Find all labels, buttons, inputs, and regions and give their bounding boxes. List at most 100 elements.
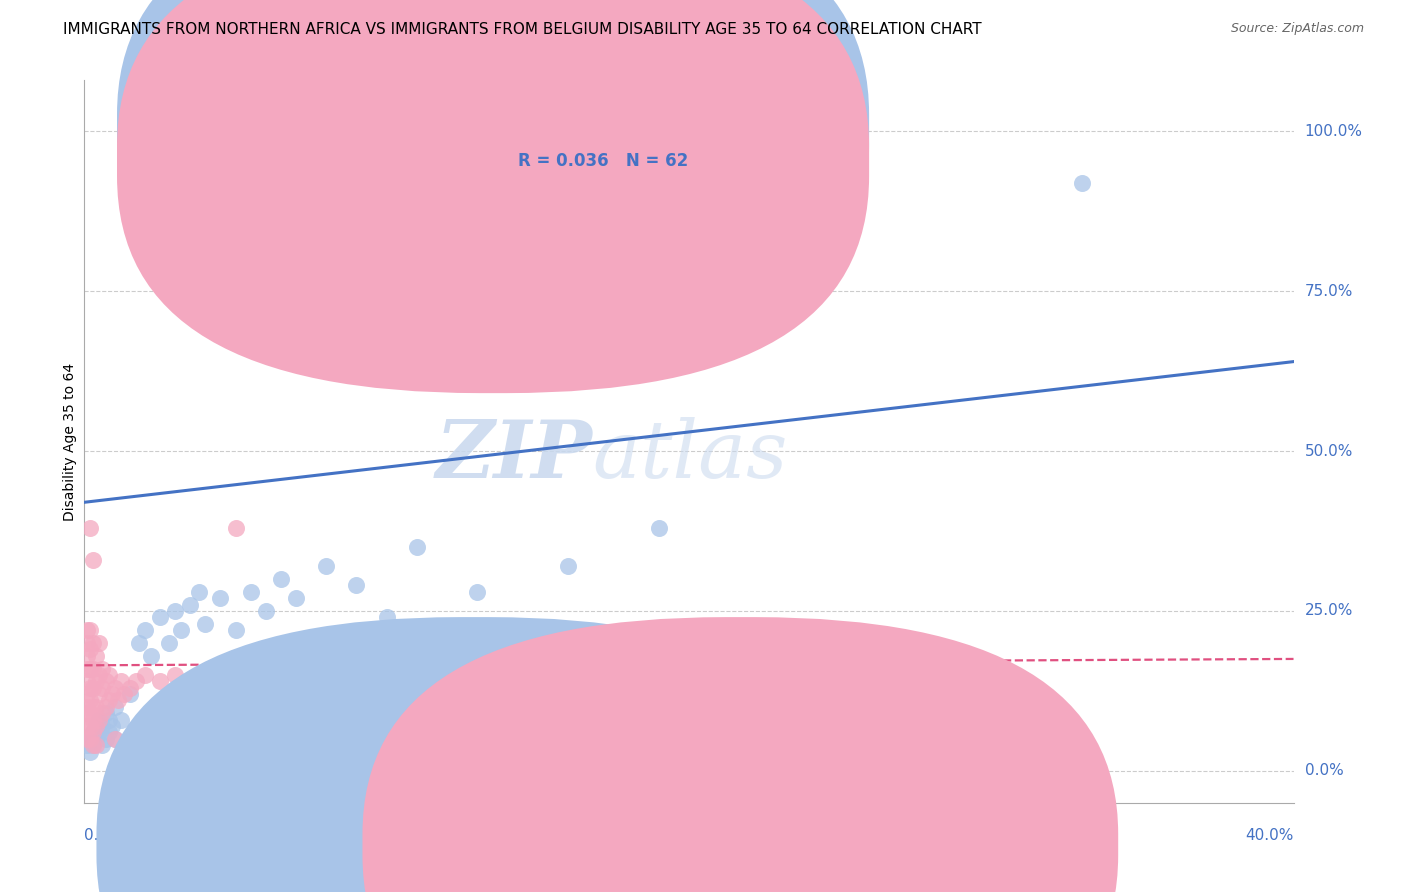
Text: 25.0%: 25.0% (1305, 604, 1353, 618)
Text: Immigrants from Northern Africa: Immigrants from Northern Africa (495, 837, 723, 851)
Point (125, 674, 148, 689)
Point (467, 584, 489, 599)
Point (110, 713, 132, 727)
Point (79, 681, 101, 695)
Point (89, 636, 111, 650)
Point (97, 693, 120, 707)
Point (346, 668, 368, 682)
Text: Immigrants from Belgium: Immigrants from Belgium (762, 837, 939, 851)
Point (89, 713, 111, 727)
Point (104, 681, 127, 695)
Point (91, 681, 114, 695)
Point (104, 699, 127, 714)
Point (76, 661, 98, 675)
Point (346, 578, 368, 592)
Point (76, 731, 98, 746)
Point (76, 706, 98, 721)
Point (82, 553, 104, 567)
Point (165, 668, 187, 682)
Point (89, 713, 111, 727)
FancyBboxPatch shape (117, 0, 869, 393)
Point (79, 693, 101, 707)
Point (157, 636, 180, 650)
Point (82, 636, 104, 650)
Point (107, 693, 129, 707)
Text: atlas: atlas (592, 417, 787, 495)
Point (375, 610, 398, 624)
Point (315, 674, 337, 689)
Point (91, 706, 114, 721)
Point (76, 699, 98, 714)
Point (225, 623, 247, 637)
Text: Source: ZipAtlas.com: Source: ZipAtlas.com (1230, 22, 1364, 36)
Point (170, 623, 193, 637)
Point (82, 699, 104, 714)
Point (97, 725, 120, 739)
Point (76, 636, 98, 650)
Point (94, 731, 117, 746)
Point (254, 604, 277, 618)
Point (79, 731, 101, 746)
Point (179, 681, 201, 695)
Point (86, 648, 108, 663)
Point (82, 738, 104, 752)
Point (94, 674, 117, 689)
Point (557, 559, 579, 574)
Text: R = 0.776   N = 44: R = 0.776 N = 44 (519, 120, 689, 138)
Point (76, 719, 98, 733)
Text: IMMIGRANTS FROM NORTHERN AFRICA VS IMMIGRANTS FROM BELGIUM DISABILITY AGE 35 TO : IMMIGRANTS FROM NORTHERN AFRICA VS IMMIG… (63, 22, 981, 37)
Point (100, 687, 122, 701)
Point (79, 623, 101, 637)
Text: 100.0%: 100.0% (1305, 124, 1362, 139)
Point (149, 674, 172, 689)
Point (648, 521, 671, 535)
Text: 0.0%: 0.0% (1305, 764, 1343, 779)
Point (94, 706, 117, 721)
Point (406, 540, 429, 554)
Point (134, 623, 156, 637)
Point (82, 725, 104, 739)
Point (139, 648, 162, 663)
Point (79, 661, 101, 675)
Text: 0.0%: 0.0% (84, 828, 124, 843)
Point (86, 738, 108, 752)
Point (89, 725, 111, 739)
Point (82, 738, 104, 752)
Y-axis label: Disability Age 35 to 64: Disability Age 35 to 64 (63, 362, 77, 521)
Point (194, 674, 217, 689)
Point (79, 706, 101, 721)
Point (315, 559, 337, 574)
FancyBboxPatch shape (117, 0, 869, 361)
Point (86, 719, 108, 733)
Point (82, 661, 104, 675)
Text: ZIP: ZIP (436, 417, 592, 495)
Point (1071, 176, 1094, 190)
Point (86, 731, 108, 746)
Point (76, 674, 98, 689)
Point (76, 687, 98, 701)
FancyBboxPatch shape (453, 95, 792, 193)
FancyBboxPatch shape (97, 617, 852, 892)
Text: 50.0%: 50.0% (1305, 443, 1353, 458)
Text: 75.0%: 75.0% (1305, 284, 1353, 299)
Point (188, 584, 211, 599)
Point (76, 648, 98, 663)
Text: 40.0%: 40.0% (1246, 828, 1294, 843)
Point (104, 731, 127, 746)
Point (79, 745, 101, 759)
Point (128, 636, 150, 650)
Point (82, 725, 104, 739)
Point (91, 661, 114, 675)
Point (239, 584, 262, 599)
Point (209, 668, 232, 682)
Text: R = 0.036   N = 62: R = 0.036 N = 62 (519, 153, 689, 170)
Point (100, 719, 122, 733)
FancyBboxPatch shape (363, 617, 1118, 892)
Point (97, 668, 120, 682)
Point (118, 681, 141, 695)
Point (82, 681, 104, 695)
Point (79, 521, 101, 535)
Point (89, 668, 111, 682)
Point (165, 604, 187, 618)
Point (194, 616, 217, 631)
